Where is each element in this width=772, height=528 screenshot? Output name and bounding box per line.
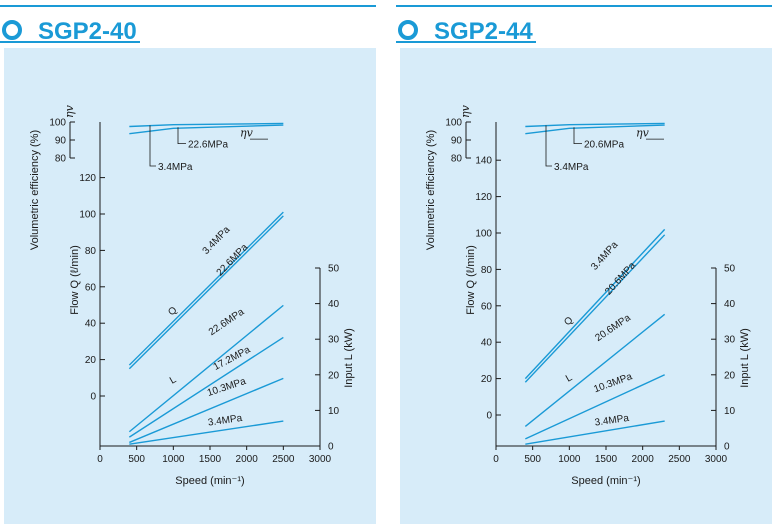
x-tick-label: 2500 — [668, 454, 691, 465]
flow-tick-label: 100 — [79, 210, 96, 221]
x-tick-label: 3000 — [705, 454, 728, 465]
flow-tick-label: 60 — [481, 301, 493, 312]
efficiency-tick-label: 90 — [451, 136, 463, 147]
flow-tick-label: 80 — [85, 246, 97, 257]
flow-tick-label: 120 — [79, 173, 96, 184]
power-tick-label: 10 — [724, 406, 736, 417]
power-tick-label: 10 — [328, 406, 340, 417]
series-label-l-3-4mpa: 3.4MPa — [594, 413, 630, 429]
eta-low-label: 3.4MPa — [158, 162, 193, 173]
series-line-q-3-4mpa — [524, 228, 666, 380]
x-tick-label: 1500 — [199, 454, 222, 465]
flow-tick-label: 140 — [475, 156, 492, 167]
chart-panel-sgp2-44: SGP2-44 0 500 1000 1500 2000 2500 3000 Speed (mi… — [396, 0, 772, 528]
x-tick-label: 500 — [128, 454, 145, 465]
series-line-efficiency-3-4mpa — [129, 122, 284, 128]
series-line-l-3-4mpa — [129, 420, 284, 445]
series-line-l-17-2mpa — [128, 336, 284, 438]
series-line-q-3-4mpa — [128, 211, 284, 366]
flow-tick-label: 60 — [85, 282, 97, 293]
eta-high-label: 22.6MPa — [188, 140, 228, 151]
l-group-label: L — [564, 372, 575, 385]
chart-title: SGP2-40 — [38, 18, 137, 45]
flow-tick-label: 20 — [481, 374, 493, 385]
x-tick-label: 3000 — [309, 454, 332, 465]
series-line-l-3-4mpa — [525, 420, 665, 445]
flow-tick-label: 20 — [85, 355, 97, 366]
eta-low-leader — [545, 125, 552, 167]
x-axis-label: Speed (min⁻¹) — [175, 475, 244, 487]
power-tick-label: 0 — [724, 442, 730, 453]
flow-axis-label: Flow Q (ℓ/min) — [69, 245, 81, 315]
x-tick-label: 2000 — [632, 454, 655, 465]
eta-curve-label: ηv — [240, 126, 254, 139]
series-line-l-10-3mpa — [129, 377, 284, 444]
efficiency-tick-label: 90 — [55, 136, 67, 147]
chart-title: SGP2-44 — [434, 18, 533, 45]
flow-axis-label: Flow Q (ℓ/min) — [465, 245, 477, 315]
power-axis-label: Input L (kW) — [739, 328, 751, 388]
chart-panel-sgp2-40: SGP2-40 0 500 1000 1500 2000 2500 3000 Speed (mi… — [0, 0, 376, 528]
eta-high-label: 20.6MPa — [584, 140, 624, 151]
flow-tick-label: 40 — [481, 338, 493, 349]
series-line-q-20-6mpa — [524, 234, 666, 383]
eta-high-leader — [177, 127, 186, 145]
power-tick-label: 30 — [724, 335, 736, 346]
power-tick-label: 50 — [724, 264, 736, 275]
x-tick-label: 1000 — [162, 454, 185, 465]
efficiency-axis-label: Volumetric efficiency (%) — [29, 130, 41, 250]
flow-tick-label: 120 — [475, 192, 492, 203]
eta-curve-label: ηv — [636, 126, 650, 139]
x-tick-label: 0 — [97, 454, 103, 465]
flow-tick-label: 100 — [475, 229, 492, 240]
eta-low-label: 3.4MPa — [554, 162, 589, 173]
series-line-l-20-6mpa — [524, 313, 666, 427]
x-tick-label: 1500 — [595, 454, 618, 465]
flow-tick-label: 0 — [486, 411, 492, 422]
l-group-label: L — [168, 374, 179, 387]
series-line-l-22-6mpa — [128, 304, 284, 433]
series-line-efficiency-3-4mpa — [525, 122, 665, 128]
efficiency-axis-label: Volumetric efficiency (%) — [425, 130, 437, 250]
title-marker-icon — [2, 20, 22, 40]
efficiency-symbol: ηv — [459, 104, 472, 118]
x-tick-label: 2500 — [272, 454, 295, 465]
series-label-l-3-4mpa: 3.4MPa — [207, 413, 243, 429]
efficiency-symbol: ηv — [63, 104, 76, 118]
flow-tick-label: 80 — [481, 265, 493, 276]
power-tick-label: 40 — [328, 299, 340, 310]
flow-tick-label: 0 — [90, 392, 96, 403]
series-line-efficiency-20-6mpa — [525, 124, 665, 135]
power-tick-label: 0 — [328, 442, 334, 453]
x-tick-label: 2000 — [236, 454, 259, 465]
title-marker-icon — [398, 20, 418, 40]
series-line-q-22-6mpa — [128, 215, 284, 370]
efficiency-tick-label: 80 — [55, 154, 67, 165]
power-axis-label: Input L (kW) — [343, 328, 355, 388]
efficiency-tick-label: 100 — [49, 118, 66, 129]
power-tick-label: 20 — [724, 370, 736, 381]
eta-low-leader — [149, 125, 156, 167]
eta-high-leader — [573, 127, 582, 145]
power-tick-label: 20 — [328, 370, 340, 381]
flow-tick-label: 40 — [85, 319, 97, 330]
power-tick-label: 30 — [328, 335, 340, 346]
x-tick-label: 500 — [524, 454, 541, 465]
x-tick-label: 1000 — [558, 454, 581, 465]
x-axis-label: Speed (min⁻¹) — [571, 475, 640, 487]
power-tick-label: 40 — [724, 299, 736, 310]
x-tick-label: 0 — [493, 454, 499, 465]
efficiency-tick-label: 80 — [451, 154, 463, 165]
efficiency-tick-label: 100 — [445, 118, 462, 129]
series-line-efficiency-22-6mpa — [129, 124, 284, 135]
series-line-l-10-3mpa — [525, 374, 665, 440]
power-tick-label: 50 — [328, 264, 340, 275]
